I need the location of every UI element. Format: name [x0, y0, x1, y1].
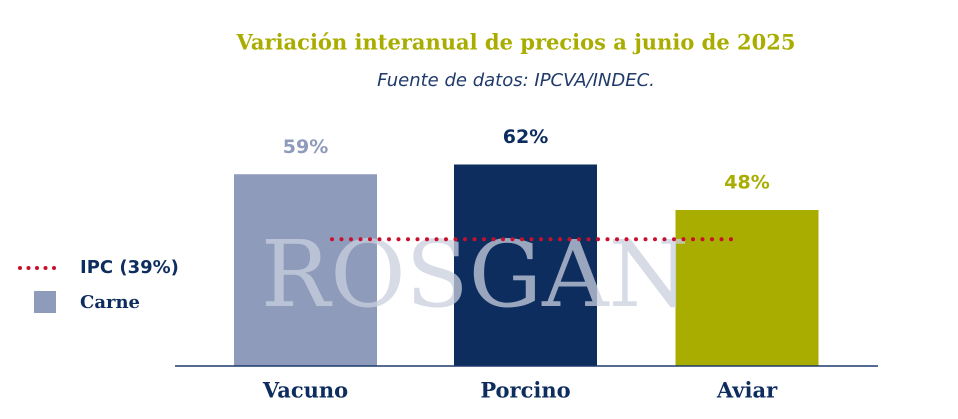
legend-label: IPC (39%)	[80, 257, 179, 278]
x-tick-label: Porcino	[480, 378, 570, 403]
legend-swatch	[34, 291, 56, 313]
bar	[675, 210, 819, 366]
chart-title: Variación interanual de precios a junio …	[236, 30, 796, 55]
bar	[454, 164, 597, 366]
value-label: 59%	[283, 136, 328, 158]
bar	[234, 174, 377, 366]
watermark: ROSGAN	[261, 221, 689, 328]
x-tick-label: Vacuno	[262, 378, 348, 403]
value-label: 62%	[503, 126, 548, 148]
legend-label: Carne	[80, 292, 140, 313]
x-tick-label: Aviar	[716, 378, 778, 403]
chart-subtitle: Fuente de datos: IPCVA/INDEC.	[377, 70, 655, 91]
value-label: 48%	[724, 172, 769, 194]
